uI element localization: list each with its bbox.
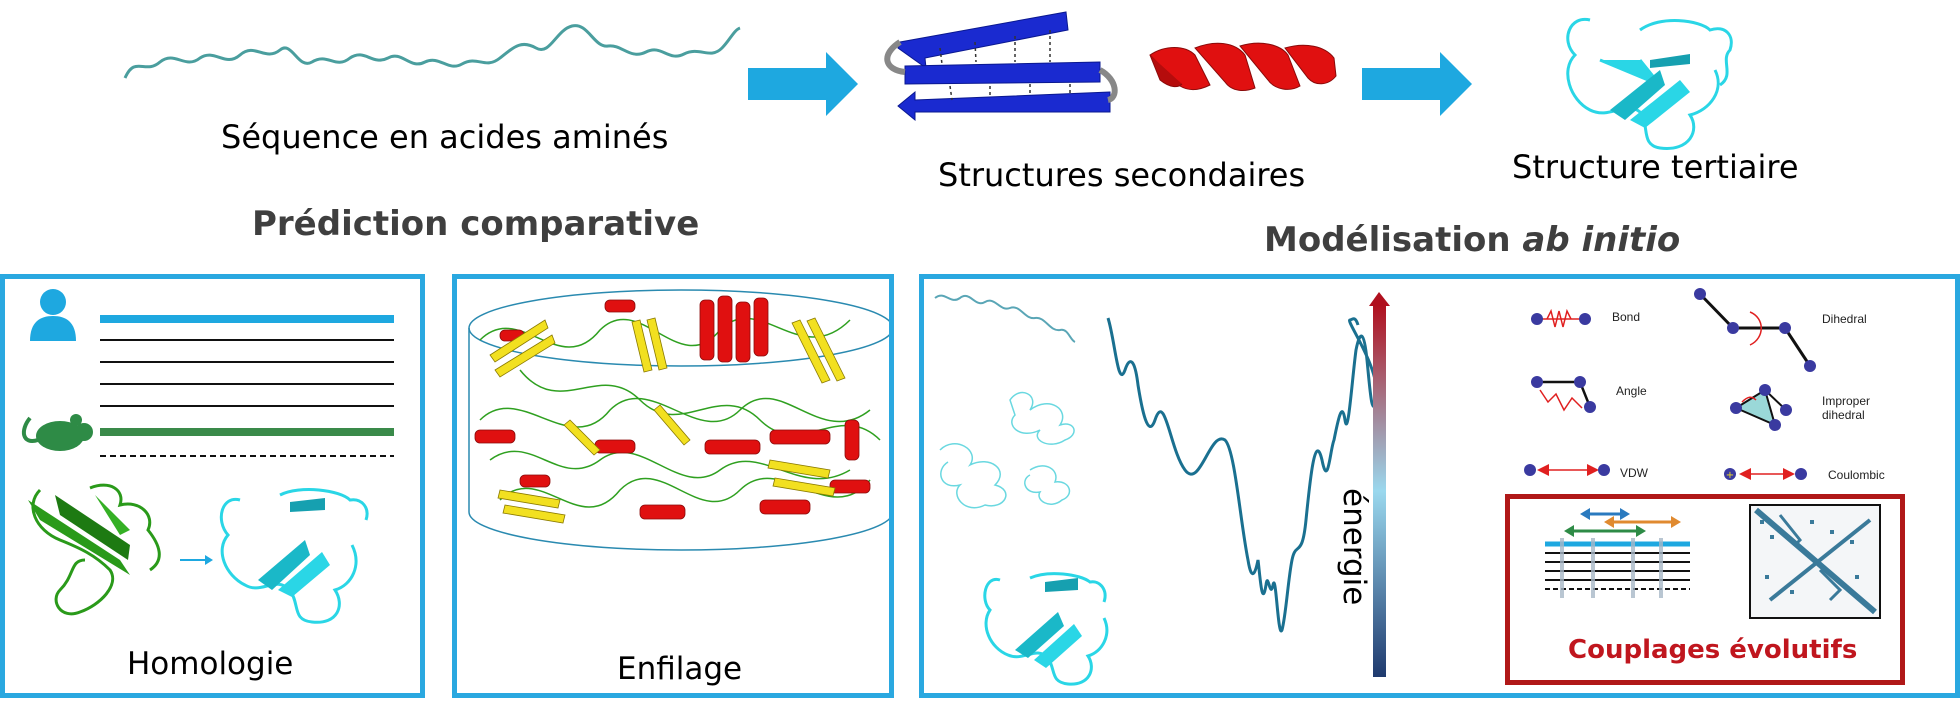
coupling-label: Couplages évolutifs	[1568, 635, 1858, 665]
arrow-right-1	[748, 52, 858, 116]
alpha-helix	[1149, 42, 1337, 91]
energy-label: énergie	[1336, 488, 1372, 606]
mouse-icon	[21, 414, 93, 451]
energy-gradient-bar	[1373, 305, 1386, 677]
improper-dihedral-icon	[1730, 384, 1792, 431]
threading-panel: Enfilage	[452, 274, 894, 698]
vdw-label: VDW	[1620, 466, 1648, 480]
ab-initio-title-italic: ab initio	[1522, 220, 1681, 260]
homology-panel: Homologie	[0, 274, 425, 698]
homology-arrow	[180, 555, 213, 565]
coupling-alignment	[1545, 508, 1690, 598]
vdw-icon	[1524, 464, 1610, 476]
angle-icon	[1531, 376, 1596, 413]
svg-text:+: +	[1726, 470, 1734, 481]
fold-library	[474, 295, 881, 524]
comparative-prediction-title: Prédiction comparative	[252, 204, 700, 244]
arrow-right-2	[1362, 52, 1472, 116]
beta-sheet	[884, 11, 1118, 122]
energy-arrow-head	[1369, 292, 1390, 306]
coupling-box: Couplages évolutifs	[1505, 494, 1905, 685]
secondary-structures-label: Structures secondaires	[938, 156, 1306, 194]
contact-map	[1749, 504, 1881, 619]
improper-dihedral-label: dihedral	[1822, 408, 1865, 422]
template-protein-green	[28, 483, 161, 616]
native-fold-cyan	[983, 572, 1109, 686]
unfolded-chain	[934, 294, 1076, 343]
energy-landscape-curve	[1106, 317, 1379, 633]
coulombic-label: Coulombic	[1828, 468, 1885, 482]
dihedral-label: Dihedral	[1822, 312, 1867, 326]
bond-icon	[1531, 308, 1591, 328]
amino-acid-chain	[123, 24, 741, 79]
tertiary-structure-top	[1566, 17, 1733, 150]
sequence-alignment-lines	[100, 315, 394, 457]
ab-initio-panel	[919, 274, 1960, 698]
model-protein-cyan	[219, 488, 369, 624]
sequence-label: Séquence en acides aminés	[221, 118, 669, 156]
tertiary-structure-label: Structure tertiaire	[1512, 148, 1799, 186]
intermediate-folds	[939, 391, 1075, 509]
angle-label: Angle	[1616, 384, 1647, 398]
bond-label: Bond	[1612, 310, 1641, 324]
threading-label: Enfilage	[617, 651, 743, 687]
dihedral-icon	[1694, 288, 1816, 372]
homology-label: Homologie	[127, 646, 294, 682]
ab-initio-title: Modélisation ab initio	[1264, 220, 1680, 260]
improper-label: Improper	[1822, 394, 1871, 408]
ab-initio-title-prefix: Modélisation	[1264, 220, 1523, 260]
user-icon	[30, 289, 76, 341]
coulombic-icon: +	[1724, 468, 1807, 481]
